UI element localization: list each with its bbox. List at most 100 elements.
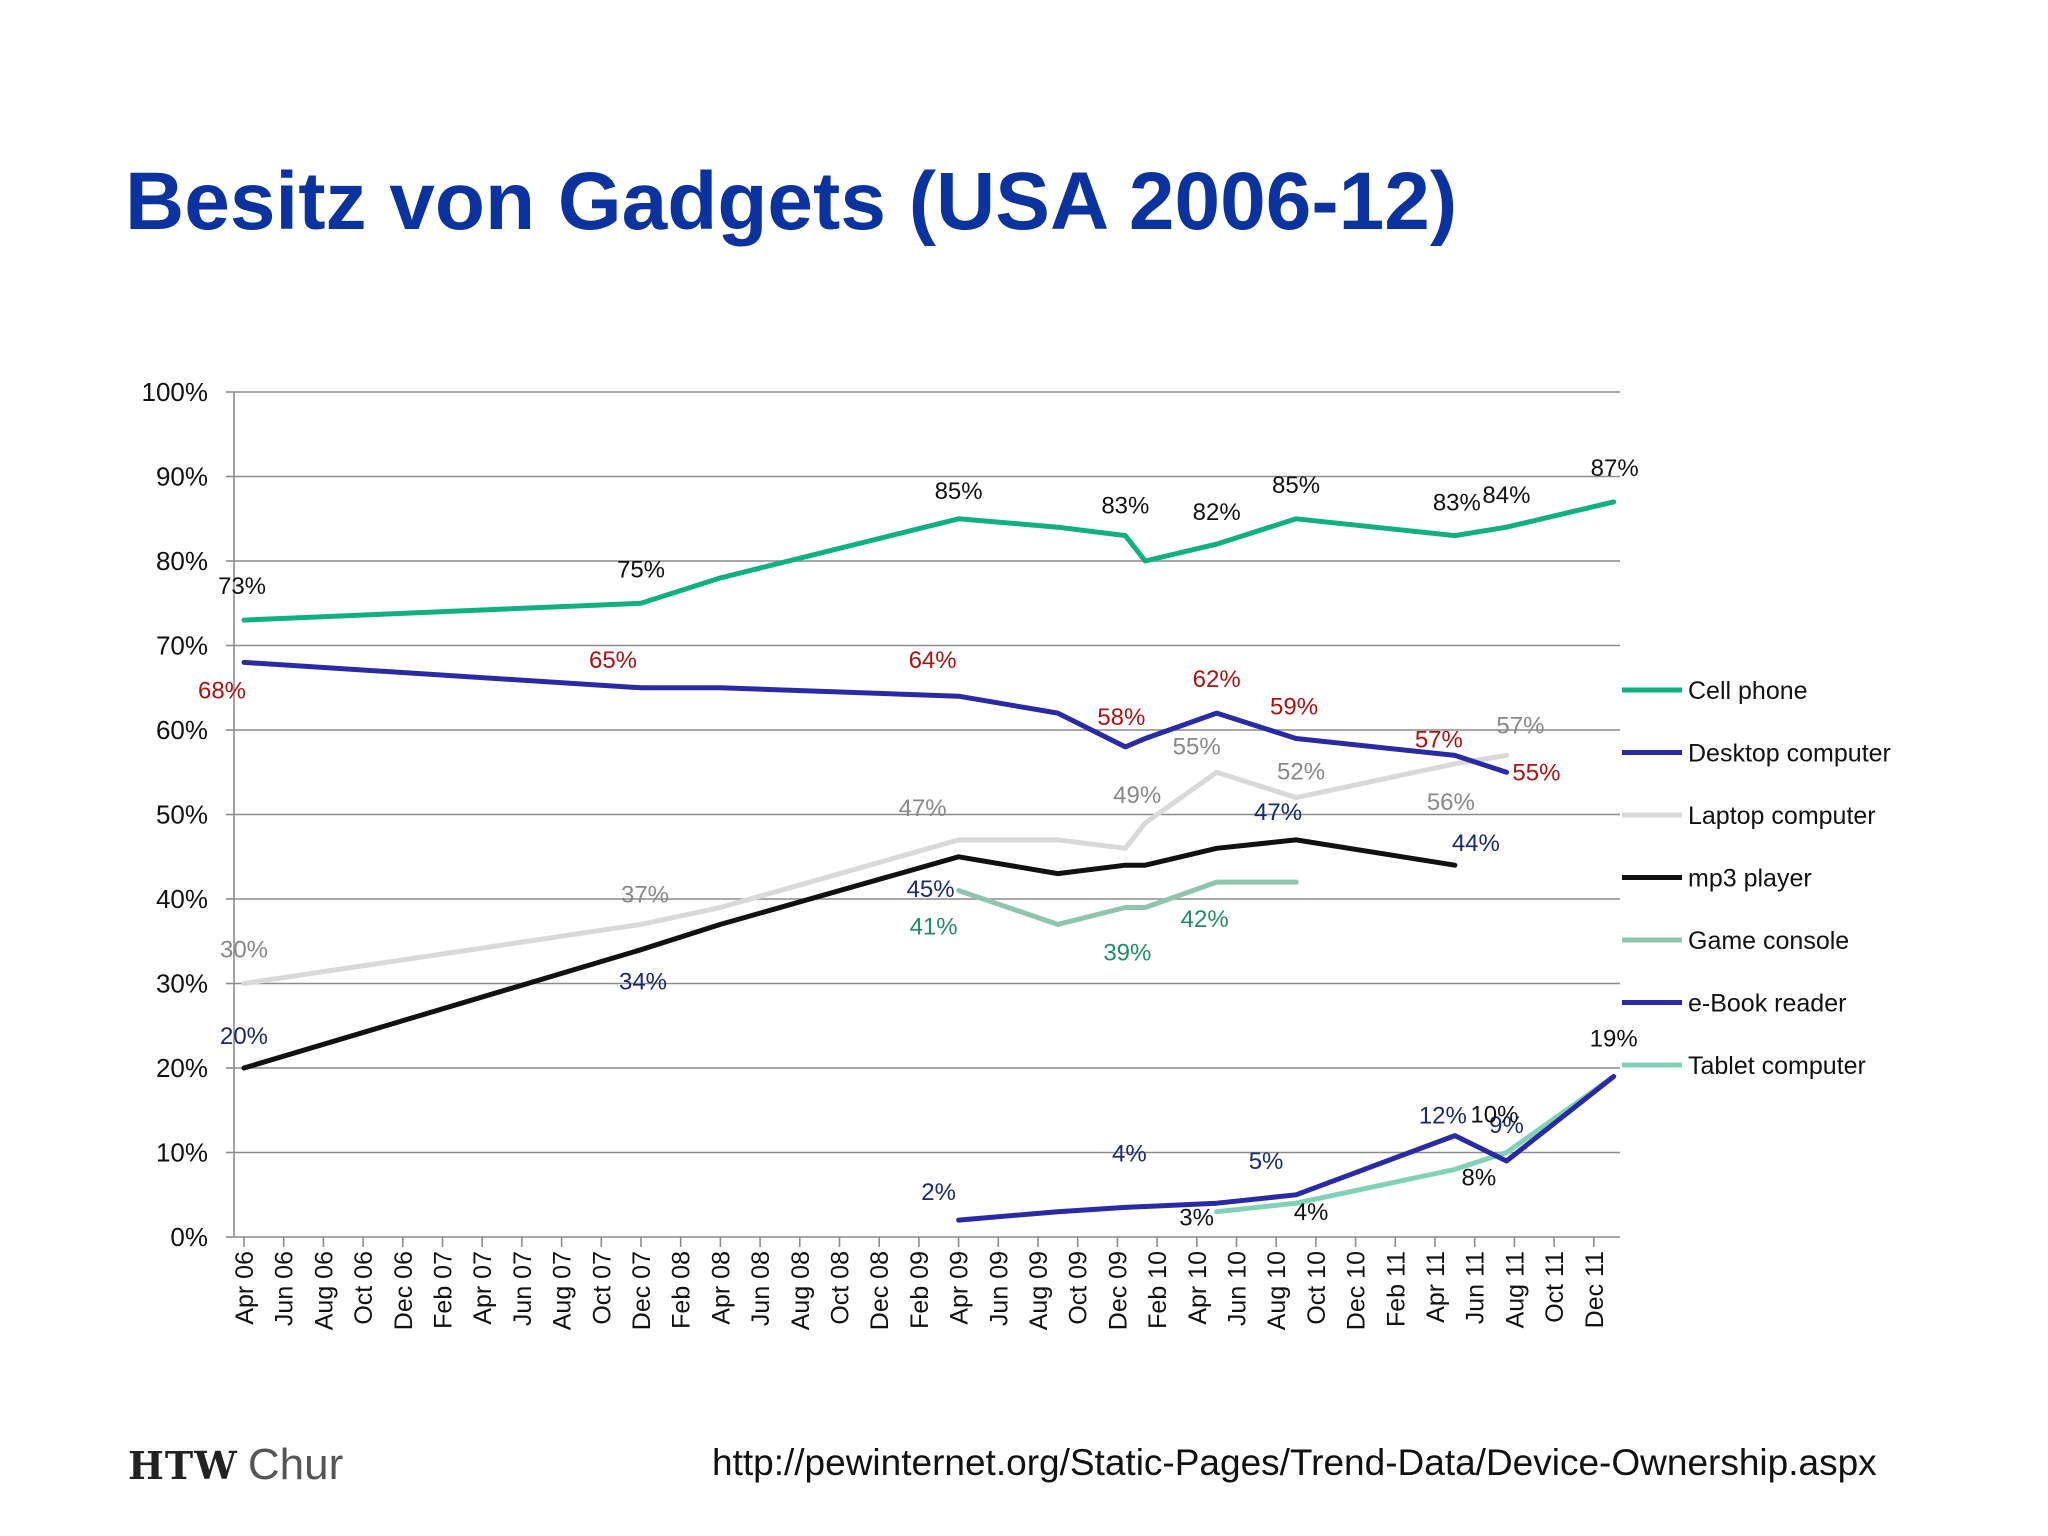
x-tick-label: Aug 07 [549, 1251, 577, 1330]
x-tick-label: Feb 11 [1382, 1251, 1410, 1327]
x-tick-label: Aug 06 [310, 1251, 338, 1330]
data-label: 5% [1249, 1148, 1284, 1175]
x-tick-label: Apr 06 [231, 1251, 259, 1325]
x-tick-label: Aug 10 [1263, 1251, 1291, 1330]
data-label: 83% [1433, 490, 1481, 517]
data-label: 49% [1113, 782, 1161, 809]
data-label: 47% [899, 795, 947, 822]
data-label: 9% [1489, 1112, 1524, 1139]
data-label: 4% [1294, 1199, 1329, 1226]
legend-label: Game console [1688, 927, 1849, 955]
y-tick-label: 80% [156, 546, 208, 576]
data-label: 57% [1415, 726, 1463, 753]
source-url[interactable]: http://pewinternet.org/Static-Pages/Tren… [712, 1442, 1877, 1483]
x-tick-label: Oct 08 [827, 1251, 855, 1325]
x-tick-label: Oct 06 [350, 1251, 378, 1325]
data-label: 45% [907, 876, 955, 903]
y-tick-label: 40% [156, 884, 208, 914]
x-tick-label: Feb 09 [906, 1251, 934, 1329]
x-tick-label: Jun 10 [1224, 1251, 1252, 1326]
legend-label: Tablet computer [1688, 1052, 1866, 1080]
data-label: 85% [935, 478, 983, 505]
x-tick-label: Dec 08 [866, 1251, 894, 1330]
legend-label: mp3 player [1688, 865, 1812, 893]
x-tick-label: Feb 07 [430, 1251, 458, 1329]
x-tick-label: Jun 09 [985, 1251, 1013, 1326]
x-tick-label: Jun 08 [747, 1251, 775, 1326]
data-label: 8% [1462, 1164, 1497, 1191]
x-tick-label: Apr 08 [707, 1251, 735, 1325]
x-tick-label: Apr 09 [946, 1251, 974, 1325]
data-label: 84% [1482, 482, 1530, 509]
data-label: 10% [1470, 1102, 1518, 1129]
data-label: 2% [921, 1179, 956, 1206]
data-label: 37% [621, 881, 669, 908]
data-label: 39% [1103, 939, 1151, 966]
data-label: 4% [1112, 1140, 1147, 1167]
x-tick-label: Apr 07 [469, 1251, 497, 1325]
x-tick-label: Apr 11 [1422, 1251, 1450, 1323]
x-tick-label: Dec 09 [1104, 1251, 1132, 1330]
x-tick-label: Dec 11 [1581, 1251, 1609, 1328]
x-tick-label: Dec 07 [628, 1251, 656, 1330]
data-label: 30% [220, 937, 268, 964]
y-tick-label: 30% [156, 969, 208, 999]
data-label: 85% [1272, 472, 1320, 499]
data-label: 59% [1270, 693, 1318, 720]
x-tick-label: Oct 10 [1303, 1251, 1331, 1325]
x-tick-label: Aug 11 [1501, 1251, 1529, 1328]
data-label: 55% [1512, 759, 1560, 786]
y-tick-label: 70% [156, 631, 208, 661]
x-tick-label: Oct 07 [588, 1251, 616, 1325]
x-tick-label: Apr 10 [1184, 1251, 1212, 1325]
data-label: 75% [617, 556, 665, 583]
data-label: 56% [1427, 789, 1475, 816]
y-tick-label: 90% [156, 462, 208, 492]
data-label: 20% [220, 1023, 268, 1050]
series-line [241, 499, 1617, 623]
series-line [241, 659, 1509, 775]
legend-label: Cell phone [1688, 677, 1808, 705]
series-line [956, 1074, 1617, 1223]
data-label: 41% [910, 914, 958, 941]
data-label: 82% [1193, 499, 1241, 526]
x-tick-label: Jun 06 [271, 1251, 299, 1326]
data-label: 62% [1193, 666, 1241, 693]
data-label: 87% [1591, 455, 1639, 482]
legend-label: e-Book reader [1688, 990, 1846, 1018]
series-line [956, 879, 1299, 927]
data-label: 57% [1496, 712, 1544, 739]
x-tick-label: Feb 08 [668, 1251, 696, 1329]
data-label: 44% [1452, 830, 1500, 857]
page-title: Besitz von Gadgets (USA 2006-12) [125, 156, 1458, 247]
x-tick-label: Dec 10 [1343, 1251, 1371, 1330]
x-tick-label: Jun 07 [509, 1251, 537, 1326]
data-label: 68% [198, 677, 246, 704]
data-label: 83% [1101, 493, 1149, 520]
htw-chur-logo: HTW Chur [128, 1440, 343, 1490]
data-label: 58% [1097, 704, 1145, 731]
logo-text-light: Chur [247, 1440, 344, 1489]
x-tick-label: Dec 06 [390, 1251, 418, 1330]
y-tick-label: 50% [156, 800, 208, 830]
data-label: 19% [1590, 1025, 1638, 1052]
data-label: 52% [1277, 759, 1325, 786]
data-label: 64% [909, 647, 957, 674]
y-tick-label: 100% [142, 377, 209, 407]
logo-text-bold: HTW [128, 1443, 238, 1488]
data-label: 73% [218, 573, 266, 600]
x-tick-label: Oct 11 [1541, 1251, 1569, 1323]
x-tick-label: Jun 11 [1462, 1251, 1490, 1324]
legend-label: Laptop computer [1688, 802, 1876, 830]
data-label: 55% [1173, 733, 1221, 760]
legend-label: Desktop computer [1688, 740, 1891, 768]
x-tick-label: Feb 10 [1144, 1251, 1172, 1329]
data-label: 3% [1179, 1205, 1214, 1232]
data-label: 12% [1419, 1103, 1467, 1130]
x-tick-label: Aug 08 [787, 1251, 815, 1330]
series-line [1214, 1074, 1617, 1215]
y-tick-label: 10% [156, 1138, 208, 1168]
y-tick-label: 20% [156, 1053, 208, 1083]
y-tick-label: 60% [156, 715, 208, 745]
